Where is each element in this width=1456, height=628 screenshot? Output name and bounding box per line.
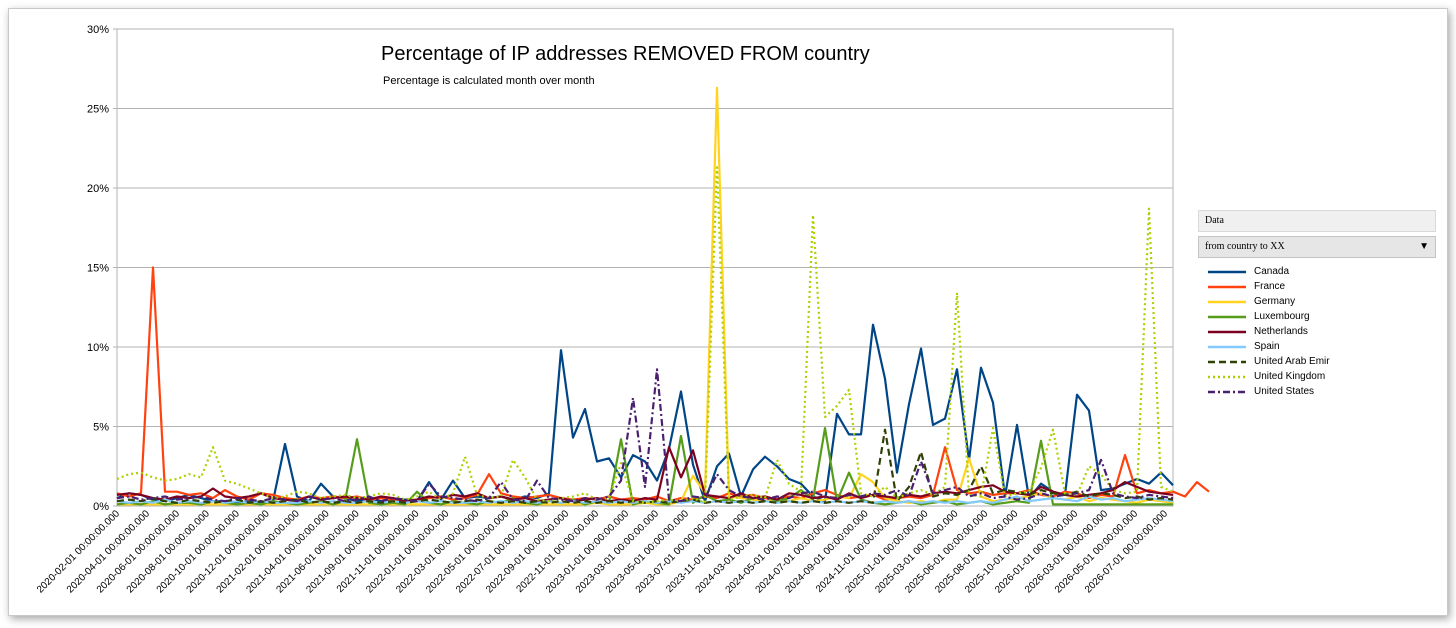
- series-line-united-arab-emir: [116, 428, 1174, 504]
- series-filter-dropdown[interactable]: from country to XX ▼: [1198, 236, 1436, 258]
- y-tick-label: 20%: [87, 183, 109, 195]
- legend-item-united-arab-emir[interactable]: United Arab Emir: [1198, 354, 1436, 369]
- legend-item-luxembourg[interactable]: Luxembourg: [1198, 309, 1436, 324]
- y-tick-label: 0%: [93, 501, 109, 513]
- data-field-label[interactable]: Data: [1198, 210, 1436, 232]
- y-tick-label: 10%: [87, 342, 109, 354]
- legend-item-germany[interactable]: Germany: [1198, 294, 1436, 309]
- legend-label: Spain: [1254, 341, 1280, 352]
- legend: Canada France Germany Luxembourg Netherlands…: [1198, 264, 1436, 399]
- legend-item-united-kingdom[interactable]: United Kingdom: [1198, 369, 1436, 384]
- y-tick-label: 25%: [87, 104, 109, 116]
- legend-swatch: [1208, 360, 1246, 363]
- legend-swatch: [1208, 330, 1246, 333]
- series-line-spain: [116, 495, 1174, 504]
- legend-item-spain[interactable]: Spain: [1198, 339, 1436, 354]
- legend-swatch: [1208, 300, 1246, 303]
- dropdown-value: from country to XX: [1205, 241, 1285, 252]
- legend-swatch: [1208, 315, 1246, 318]
- legend-swatch: [1208, 285, 1246, 288]
- y-tick-label: 15%: [87, 263, 109, 275]
- y-axis-ticks: 0% 5% 10% 15% 20% 25% 30%: [87, 24, 117, 513]
- chart-subtitle: Percentage is calculated month over mont…: [383, 75, 595, 87]
- legend-label: Canada: [1254, 266, 1290, 277]
- series-line-united-states: [116, 368, 1174, 503]
- legend-item-united-states[interactable]: United States: [1198, 384, 1436, 399]
- legend-item-france[interactable]: France: [1198, 279, 1436, 294]
- chart-title: Percentage of IP addresses REMOVED FROM …: [381, 43, 870, 65]
- legend-panel: Data from country to XX ▼ Canada France Ge…: [1198, 210, 1436, 399]
- y-tick-label: 5%: [93, 422, 109, 434]
- legend-label: Luxembourg: [1254, 311, 1310, 322]
- legend-label: France: [1254, 281, 1286, 292]
- legend-swatch: [1208, 270, 1246, 273]
- y-tick-label: 30%: [87, 24, 109, 36]
- chevron-down-icon[interactable]: ▼: [1419, 241, 1429, 252]
- legend-swatch: [1208, 345, 1246, 348]
- legend-swatch: [1208, 390, 1246, 393]
- legend-label: United Arab Emir: [1254, 356, 1330, 367]
- legend-label: Netherlands: [1254, 326, 1308, 337]
- legend-swatch: [1208, 375, 1246, 378]
- legend-label: United States: [1254, 386, 1315, 397]
- chart-frame: [8, 8, 1448, 616]
- legend-label: Germany: [1254, 296, 1296, 307]
- legend-label: United Kingdom: [1254, 371, 1326, 382]
- series-lines: [116, 86, 1210, 506]
- series-line-france: [116, 266, 1210, 503]
- series-line-united-kingdom: [116, 166, 1174, 504]
- legend-item-netherlands[interactable]: Netherlands: [1198, 324, 1436, 339]
- legend-item-canada[interactable]: Canada: [1198, 264, 1436, 279]
- series-line-canada: [116, 323, 1174, 504]
